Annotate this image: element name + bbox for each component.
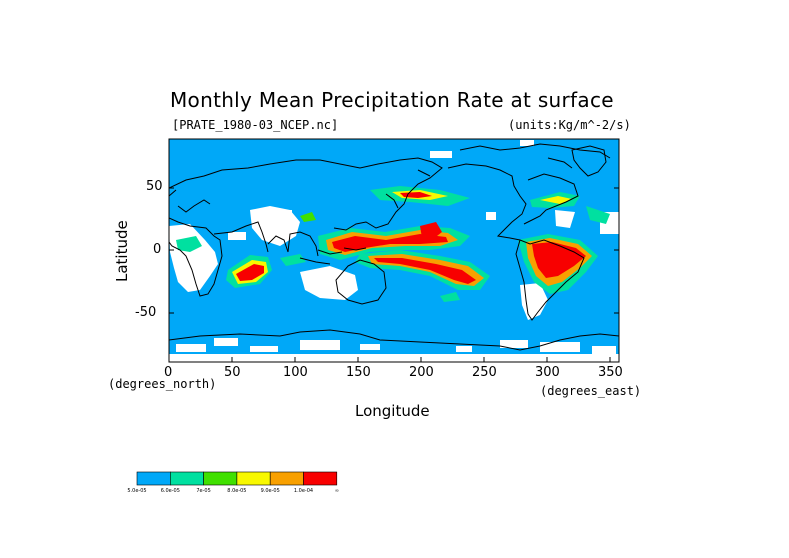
colorbar-label: 8.0e-05 [227, 488, 246, 494]
colorbar-label: 6.0e-05 [161, 488, 180, 494]
colorbar-swatch [236, 471, 271, 486]
units-label: (units:Kg/m^-2/s) [508, 118, 631, 132]
colorbar-swatch [136, 471, 171, 486]
x-tick-label: 200 [409, 365, 434, 380]
x-tick-label: 150 [346, 365, 371, 380]
colorbar-swatch [203, 471, 238, 486]
colorbar-label: 1.0e-04 [294, 488, 313, 494]
x-tick-label: 50 [224, 365, 241, 380]
colorbar-swatch [269, 471, 304, 486]
y-tick-label: 0 [153, 242, 162, 257]
map-plot-area [169, 139, 619, 362]
coastlines [169, 143, 619, 351]
colorbar-label: 7e-05 [196, 488, 210, 494]
chart-title: Monthly Mean Precipitation Rate at surfa… [170, 88, 614, 112]
file-label: [PRATE_1980-03_NCEP.nc] [172, 118, 339, 132]
colorbar-label: 9.0e-05 [261, 488, 280, 494]
colorbar-swatch [170, 471, 204, 486]
x-axis-unit: (degrees_east) [540, 384, 642, 398]
y-tick-label: 50 [146, 179, 163, 194]
x-tick-label: 300 [535, 365, 560, 380]
x-tick-label: 100 [283, 365, 308, 380]
x-axis-label: Longitude [355, 402, 430, 420]
low-precip-areas [169, 140, 619, 362]
y-axis-label: Latitude [113, 220, 131, 282]
colorbar-swatch [303, 471, 338, 486]
precipitation-bands [176, 186, 610, 302]
colorbar: 5.0e-05 6.0e-05 7e-05 8.0e-05 9.0e-05 1.0e-04… [127, 471, 339, 494]
colorbar-label: 5.0e-05 [127, 488, 146, 494]
x-tick-label: 350 [598, 365, 623, 380]
axis-ticks [168, 187, 619, 362]
colorbar-label: ∞ [335, 488, 339, 494]
x-tick-label: 0 [164, 365, 173, 380]
y-tick-label: -50 [135, 305, 157, 320]
x-tick-label: 250 [472, 365, 497, 380]
y-axis-unit: (degrees_north) [108, 377, 217, 391]
